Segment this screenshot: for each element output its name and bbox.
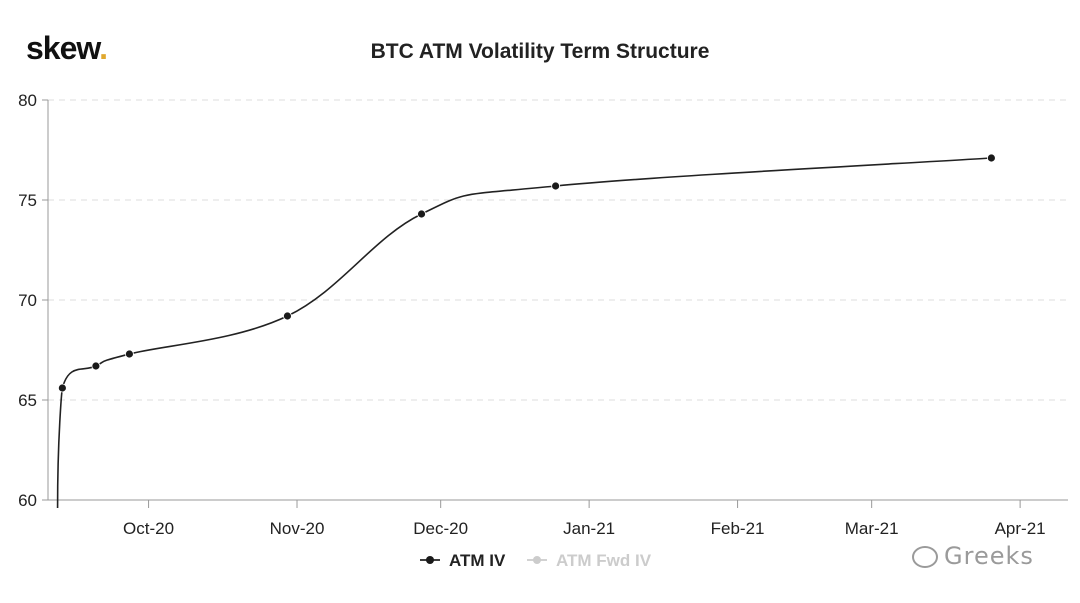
greeks-watermark: Greeks (912, 542, 1034, 570)
data-point-0-6 (551, 181, 561, 191)
x-tick-label-Mar-21: Mar-21 (845, 519, 899, 538)
grid-lines (48, 99, 1068, 401)
series-line-0 (56, 157, 992, 509)
legend-marker-1 (533, 556, 541, 564)
x-tick-label-Apr-21: Apr-21 (995, 519, 1046, 538)
axes: 60 65 70 75 80 Oct-20 Nov-20 Dec-20 Jan-21 Feb-21… (18, 91, 1068, 538)
legend-label-0: ATM IV (449, 551, 506, 570)
skew-logo: skew. (26, 30, 108, 66)
data-point-0-2 (91, 361, 101, 371)
legend-label-1: ATM Fwd IV (556, 551, 652, 570)
chart-title: BTC ATM Volatility Term Structure (370, 40, 710, 63)
x-tick-label-Feb-21: Feb-21 (711, 519, 765, 538)
legend[interactable]: ATM IV ATM Fwd IV (420, 551, 652, 570)
legend-marker-0 (426, 556, 434, 564)
x-tick-label-Dec-20: Dec-20 (413, 519, 468, 538)
data-point-0-3 (125, 349, 134, 359)
x-tick-label-Oct-20: Oct-20 (123, 519, 174, 538)
data-point-0-4 (283, 311, 292, 321)
data-point-0-1 (57, 383, 67, 393)
y-tick-label-70: 70 (18, 291, 37, 310)
y-tick-label-75: 75 (18, 191, 37, 210)
data-point-0-7 (986, 153, 996, 163)
y-tick-label-60: 60 (18, 491, 37, 510)
x-tick-label-Nov-20: Nov-20 (270, 519, 325, 538)
y-tick-label-80: 80 (18, 91, 37, 110)
y-tick-label-65: 65 (18, 391, 37, 410)
data-point-0-5 (417, 209, 426, 219)
series-layer (56, 153, 996, 509)
x-tick-label-Jan-21: Jan-21 (563, 519, 615, 538)
wechat-icon (912, 546, 938, 568)
